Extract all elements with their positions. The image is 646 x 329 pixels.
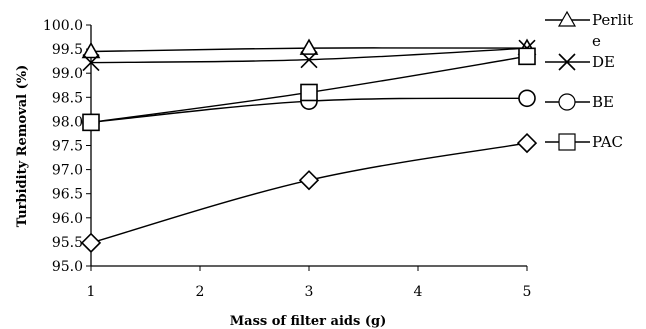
- legend-item-pac: PAC: [545, 133, 623, 151]
- legend-marker: [558, 53, 576, 71]
- legend-label: DE: [592, 53, 615, 71]
- legend-label: BE: [592, 93, 614, 111]
- data-point-square: [82, 113, 100, 132]
- data-point-triangle: [299, 38, 319, 55]
- data-point-x: [300, 51, 318, 69]
- x-tick-label: 1: [87, 284, 96, 300]
- data-point-diamond: [516, 132, 538, 154]
- data-point-diamond: [80, 232, 102, 253]
- y-tick-label: 96.0: [52, 211, 83, 227]
- y-axis-label: Turbidity Removal (%): [15, 65, 30, 228]
- y-tick-label: 96.5: [52, 187, 83, 203]
- axes: [90, 25, 527, 267]
- y-axis-ticks: 95.0 95.5 96.0 96.5 97.0 97.5 98.0 98.5 99.0 99.5…: [43, 18, 91, 275]
- data-point-x: [82, 54, 100, 72]
- y-tick-label: 97.0: [52, 163, 83, 179]
- series-perlite: [81, 38, 537, 59]
- legend-marker: [558, 93, 576, 111]
- x-tick-label: 3: [305, 284, 314, 300]
- data-point-circle: [518, 89, 536, 108]
- legend-item-perlite: Perlit e: [545, 10, 633, 50]
- y-tick-label: 98.0: [52, 114, 83, 130]
- x-axis-label: Mass of filter aids (g): [230, 314, 387, 329]
- y-tick-label: 99.5: [52, 42, 83, 58]
- series-line: [90, 142, 528, 244]
- y-tick-label: 97.5: [52, 139, 83, 155]
- data-point-square: [300, 83, 318, 102]
- data-point-triangle: [81, 41, 101, 59]
- series-group: [80, 38, 538, 253]
- y-tick-label: 95.0: [52, 259, 83, 275]
- y-tick-label: 98.5: [52, 90, 83, 106]
- x-tick-label: 4: [414, 284, 423, 300]
- data-point-square: [518, 47, 536, 66]
- legend-item-be: BE: [545, 93, 614, 111]
- x-tick-label: 5: [523, 284, 532, 300]
- y-tick-label: 100.0: [43, 18, 83, 34]
- legend-marker: [558, 133, 576, 151]
- data-point-diamond: [298, 170, 320, 191]
- legend: Perlit e DE BE PAC: [545, 10, 633, 151]
- legend-item-de: DE: [545, 53, 615, 71]
- series-unnamed: [80, 132, 538, 253]
- x-axis-ticks: 1 2 3 4 5: [87, 266, 532, 300]
- x-tick-label: 2: [196, 284, 205, 300]
- legend-marker: [557, 10, 577, 27]
- legend-label: PAC: [592, 133, 623, 151]
- legend-label: Perlit e: [592, 11, 633, 50]
- y-tick-label: 95.5: [52, 235, 83, 251]
- series-pac: [82, 47, 536, 132]
- y-tick-label: 99.0: [52, 66, 83, 82]
